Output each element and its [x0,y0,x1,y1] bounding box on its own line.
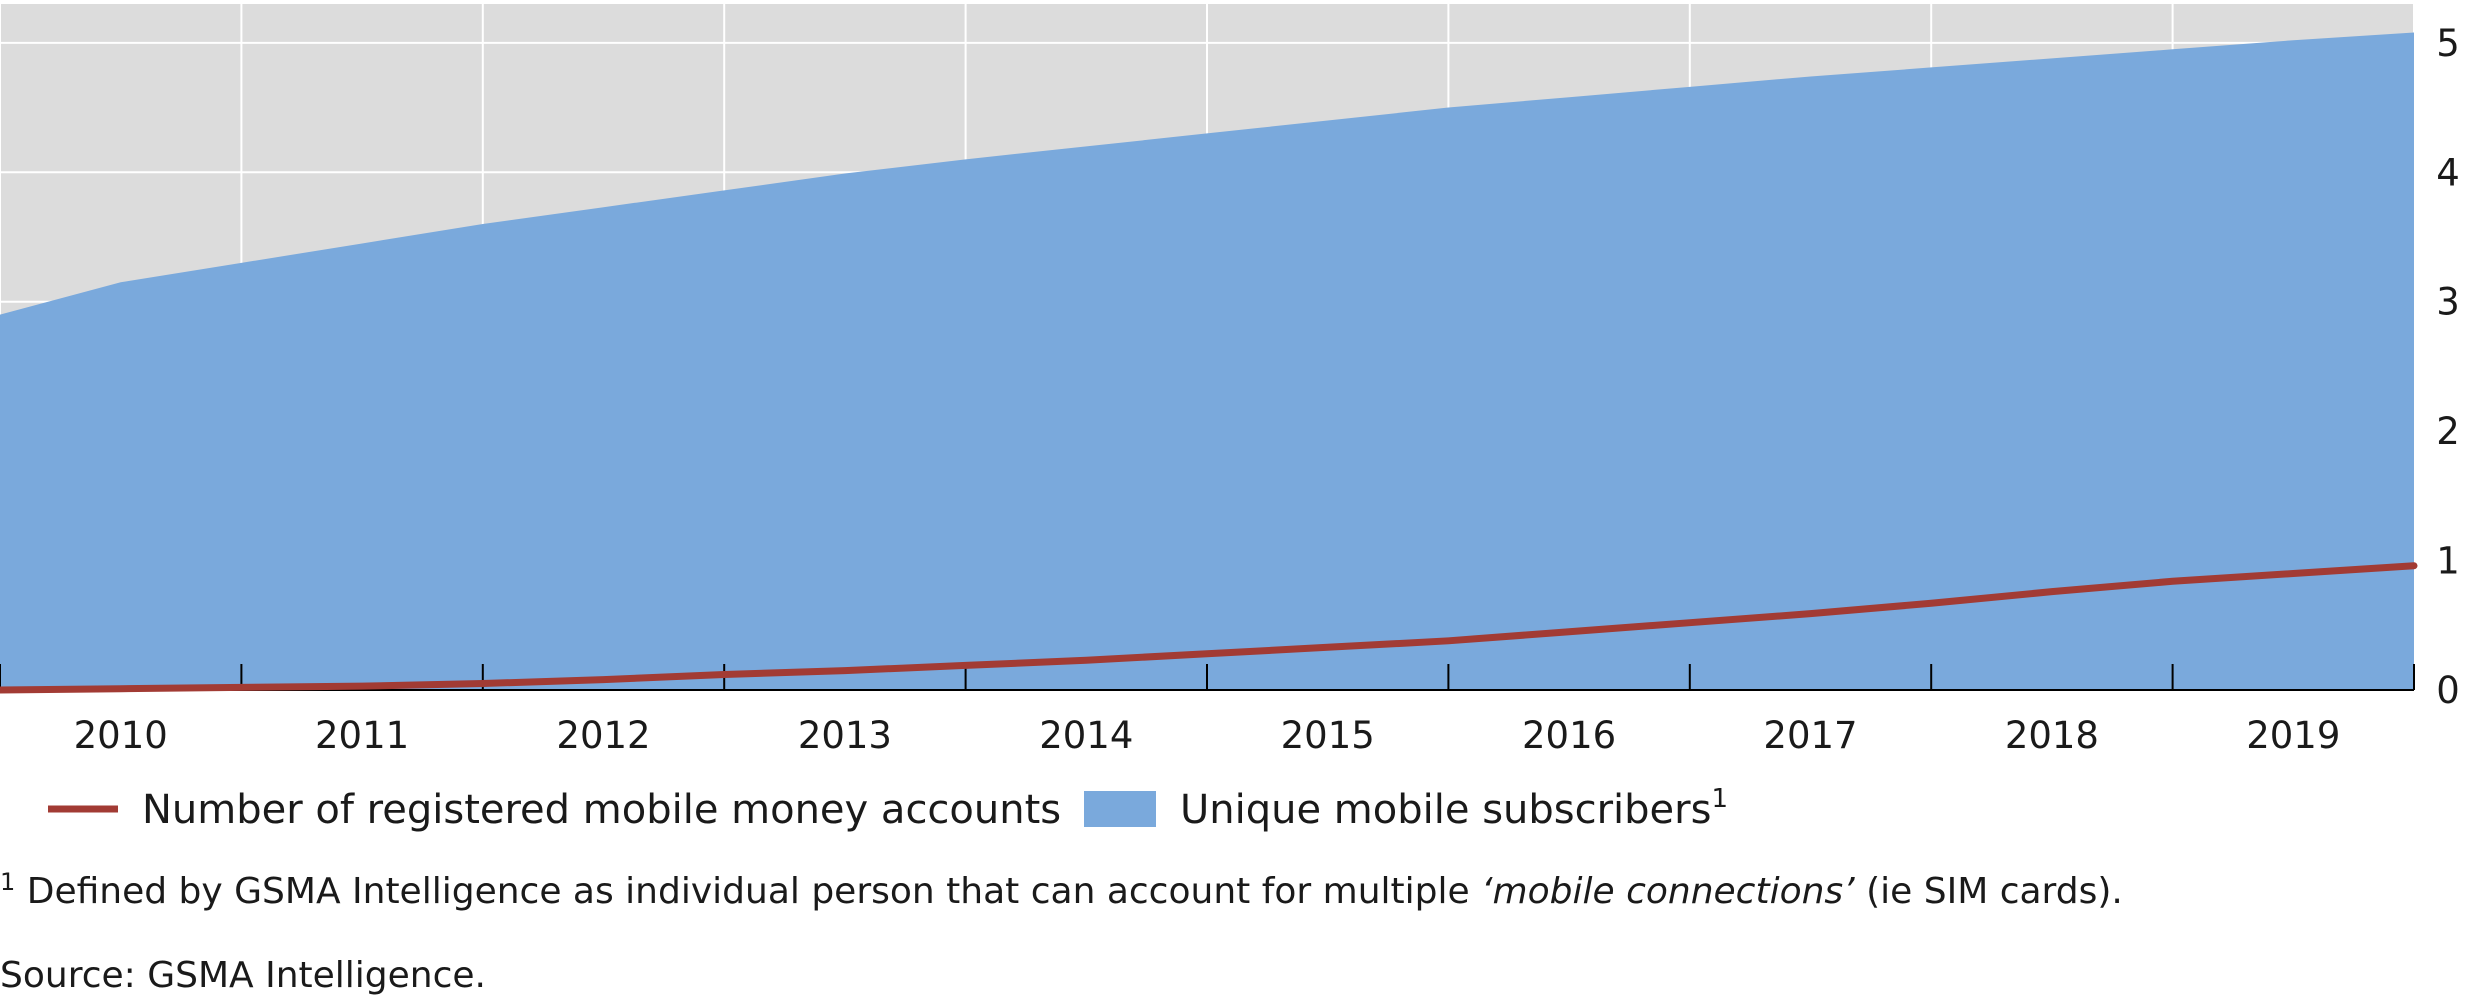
y-tick-label-5: 5 [2436,22,2460,65]
x-tick-label-2019: 2019 [2246,714,2340,757]
mobile-money-accounts-line [0,562,2418,694]
y-tick-label-2: 2 [2436,410,2460,453]
footnote-marker: 1 [0,868,16,896]
unique-mobile-subscribers-area [0,32,2414,691]
footnote-italic: ‘mobile connections’ [1481,871,1855,912]
x-tick-label-2012: 2012 [556,714,650,757]
x-tick-label-2011: 2011 [315,714,409,757]
x-tick-label-2014: 2014 [1039,714,1133,757]
legend: Number of registered mobile money accoun… [48,784,1728,833]
legend-label-mobile-money-accounts: Number of registered mobile money accoun… [142,787,1061,833]
x-tick-label-2018: 2018 [2005,714,2099,757]
source-note: Source: GSMA Intelligence. [0,955,486,996]
legend-label-unique-mobile-subscribers: Unique mobile subscribers1 [1180,784,1728,833]
x-tick-label-2010: 2010 [74,714,168,757]
x-tick-label-2015: 2015 [1281,714,1375,757]
x-axis-tick-labels: 2010 2011 2012 2013 2014 2015 2016 2017 2018 2019 [74,714,2341,757]
x-tick-label-2016: 2016 [1522,714,1616,757]
y-tick-label-3: 3 [2436,281,2460,324]
x-tick-label-2013: 2013 [798,714,892,757]
footnote-text: Defined by GSMA Intelligence as individu… [15,871,1482,912]
y-tick-label-1: 1 [2436,540,2460,583]
legend-label-unique-mobile-subscribers-text: Unique mobile subscribers [1180,787,1711,833]
legend-swatch-unique-mobile-subscribers [1084,791,1156,827]
y-axis-tick-labels: 0 1 2 3 4 5 [2436,22,2460,712]
footnote: 1 Defined by GSMA Intelligence as indivi… [0,868,2123,912]
y-tick-label-4: 4 [2436,151,2460,194]
x-tick-label-2017: 2017 [1763,714,1857,757]
legend-superscript: 1 [1711,784,1728,814]
y-tick-label-0: 0 [2436,669,2460,712]
footnote-text-end: (ie SIM cards). [1854,871,2123,912]
